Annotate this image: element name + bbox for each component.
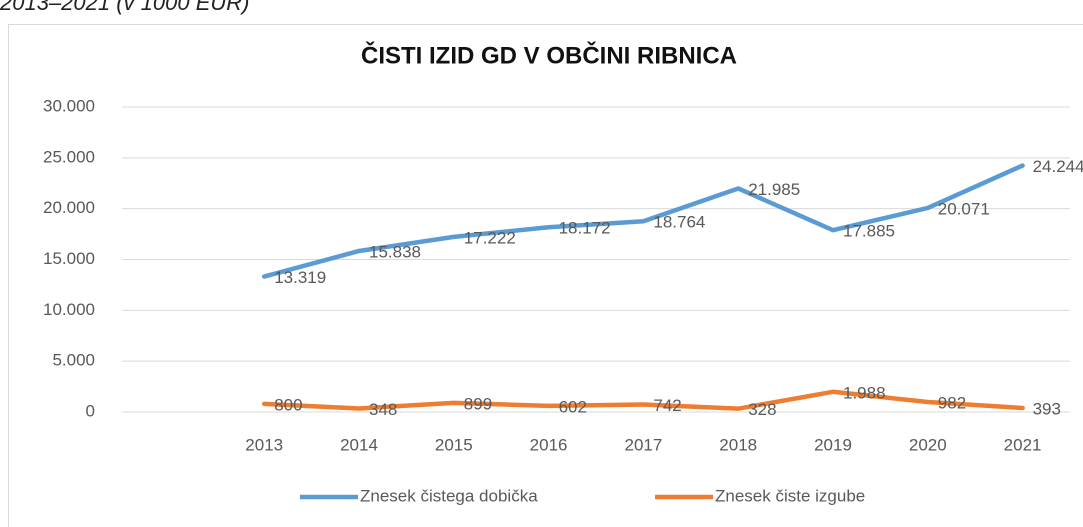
data-label: 393 <box>1033 399 1061 418</box>
caption: 2013–2021 (v 1000 EUR) <box>0 0 250 15</box>
data-label: 742 <box>653 396 681 415</box>
data-label: 800 <box>274 395 302 414</box>
data-label: 982 <box>938 394 966 413</box>
x-tick-label: 2021 <box>1004 435 1042 454</box>
data-label: 21.985 <box>748 180 800 199</box>
data-label: 15.838 <box>369 242 421 261</box>
x-tick-label: 2019 <box>814 435 852 454</box>
x-tick-label: 2018 <box>719 435 757 454</box>
data-label: 18.172 <box>559 219 611 238</box>
y-tick-label: 25.000 <box>43 147 95 166</box>
legend-label: Znesek čiste izgube <box>715 486 865 505</box>
data-label: 1.988 <box>843 383 886 402</box>
x-tick-label: 2014 <box>340 435 378 454</box>
x-tick-label: 2020 <box>909 435 947 454</box>
y-tick-label: 15.000 <box>43 249 95 268</box>
y-tick-label: 5.000 <box>52 351 95 370</box>
x-tick-label: 2016 <box>530 435 568 454</box>
data-label: 17.885 <box>843 222 895 241</box>
y-tick-label: 10.000 <box>43 300 95 319</box>
series-line <box>261 389 1025 411</box>
y-tick-label: 30.000 <box>43 96 95 115</box>
data-label: 602 <box>559 397 587 416</box>
y-tick-label: 0 <box>86 401 95 420</box>
y-tick-label: 20.000 <box>43 198 95 217</box>
data-label: 328 <box>748 400 776 419</box>
chart-frame <box>8 24 1083 527</box>
data-label: 348 <box>369 400 397 419</box>
data-label: 24.244 <box>1033 157 1083 176</box>
chart-title: ČISTI IZID GD V OBČINI RIBNICA <box>361 41 737 69</box>
legend-label: Znesek čistega dobička <box>360 486 538 505</box>
data-label: 18.764 <box>653 213 705 232</box>
x-tick-label: 2013 <box>245 435 283 454</box>
data-label: 899 <box>464 394 492 413</box>
x-tick-label: 2015 <box>435 435 473 454</box>
data-label: 13.319 <box>274 268 326 287</box>
data-label: 17.222 <box>464 228 516 247</box>
data-label: 20.071 <box>938 199 990 218</box>
x-tick-label: 2017 <box>624 435 662 454</box>
series-line <box>261 163 1025 279</box>
